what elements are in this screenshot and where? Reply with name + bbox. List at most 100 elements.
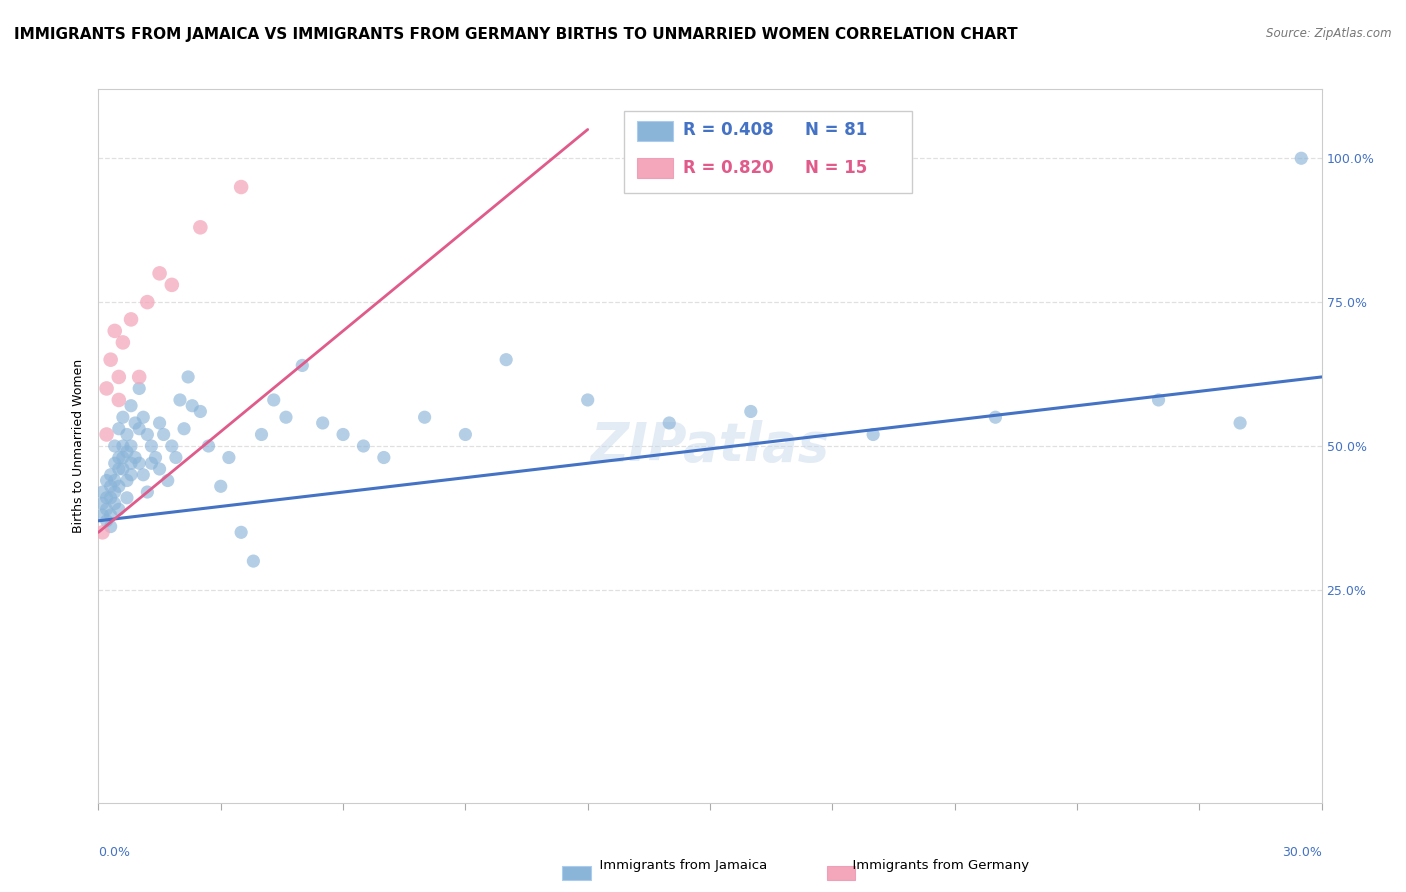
Point: [111, 439, 134, 453]
Point: [124, 450, 146, 465]
Point: [132, 410, 155, 425]
Point: [96, 502, 118, 516]
Point: [1147, 392, 1170, 407]
Point: [242, 554, 264, 568]
Point: [312, 416, 335, 430]
Point: [413, 410, 436, 425]
FancyBboxPatch shape: [624, 111, 912, 193]
Point: [104, 456, 127, 470]
Text: 0.0%: 0.0%: [98, 846, 131, 859]
Point: [108, 392, 131, 407]
Point: [104, 497, 127, 511]
Point: [104, 324, 127, 338]
Point: [108, 450, 131, 465]
Point: [1291, 151, 1313, 165]
Point: [149, 266, 172, 280]
Point: [141, 439, 163, 453]
Point: [156, 474, 179, 488]
Text: Immigrants from Jamaica: Immigrants from Jamaica: [591, 859, 766, 872]
Point: [108, 502, 131, 516]
Text: R = 0.820: R = 0.820: [683, 159, 773, 177]
Point: [128, 456, 150, 470]
FancyBboxPatch shape: [637, 159, 673, 178]
Point: [100, 508, 122, 522]
Point: [658, 416, 681, 430]
Point: [120, 456, 142, 470]
Text: N = 81: N = 81: [806, 121, 868, 139]
Point: [111, 462, 134, 476]
Point: [862, 427, 884, 442]
Point: [104, 439, 127, 453]
Point: [145, 450, 167, 465]
Point: [96, 381, 118, 395]
Point: [274, 410, 297, 425]
Point: [454, 427, 477, 442]
Point: [128, 422, 150, 436]
Point: [352, 439, 374, 453]
Text: Source: ZipAtlas.com: Source: ZipAtlas.com: [1267, 27, 1392, 40]
Point: [188, 404, 212, 418]
FancyBboxPatch shape: [562, 866, 591, 880]
Point: [332, 427, 354, 442]
Point: [111, 335, 134, 350]
Point: [100, 479, 122, 493]
Point: [160, 277, 183, 292]
Point: [136, 295, 159, 310]
Point: [96, 474, 118, 488]
Point: [100, 491, 122, 505]
Point: [218, 450, 240, 465]
Point: [96, 491, 118, 505]
Point: [160, 439, 183, 453]
Point: [173, 422, 195, 436]
Point: [181, 399, 204, 413]
Point: [111, 410, 134, 425]
Point: [120, 312, 142, 326]
Point: [115, 474, 138, 488]
Point: [100, 352, 122, 367]
Point: [100, 467, 122, 482]
Point: [149, 462, 172, 476]
Point: [108, 479, 131, 493]
Text: N = 15: N = 15: [806, 159, 868, 177]
Point: [984, 410, 1007, 425]
Point: [495, 352, 517, 367]
FancyBboxPatch shape: [827, 866, 855, 880]
Point: [149, 416, 172, 430]
Point: [115, 491, 138, 505]
Point: [120, 439, 142, 453]
Point: [136, 485, 159, 500]
FancyBboxPatch shape: [637, 120, 673, 141]
Point: [1229, 416, 1251, 430]
Text: ZIPatlas: ZIPatlas: [591, 420, 830, 472]
Point: [165, 450, 187, 465]
Point: [120, 399, 142, 413]
Text: R = 0.408: R = 0.408: [683, 121, 773, 139]
Point: [124, 416, 146, 430]
Point: [91, 508, 114, 522]
Point: [128, 381, 150, 395]
Point: [108, 370, 131, 384]
Point: [132, 467, 155, 482]
Point: [115, 427, 138, 442]
Y-axis label: Births to Unmarried Women: Births to Unmarried Women: [72, 359, 86, 533]
Point: [91, 497, 114, 511]
Point: [111, 450, 134, 465]
Point: [136, 427, 159, 442]
Point: [188, 220, 212, 235]
Point: [209, 479, 232, 493]
Point: [141, 456, 163, 470]
Point: [91, 485, 114, 500]
Text: Immigrants from Germany: Immigrants from Germany: [844, 859, 1029, 872]
Point: [291, 359, 314, 373]
Point: [91, 525, 114, 540]
Point: [96, 427, 118, 442]
Point: [96, 514, 118, 528]
Point: [197, 439, 219, 453]
Point: [231, 525, 253, 540]
Point: [152, 427, 174, 442]
Point: [100, 519, 122, 533]
Point: [104, 474, 127, 488]
Point: [231, 180, 253, 194]
Point: [108, 462, 131, 476]
Point: [115, 444, 138, 458]
